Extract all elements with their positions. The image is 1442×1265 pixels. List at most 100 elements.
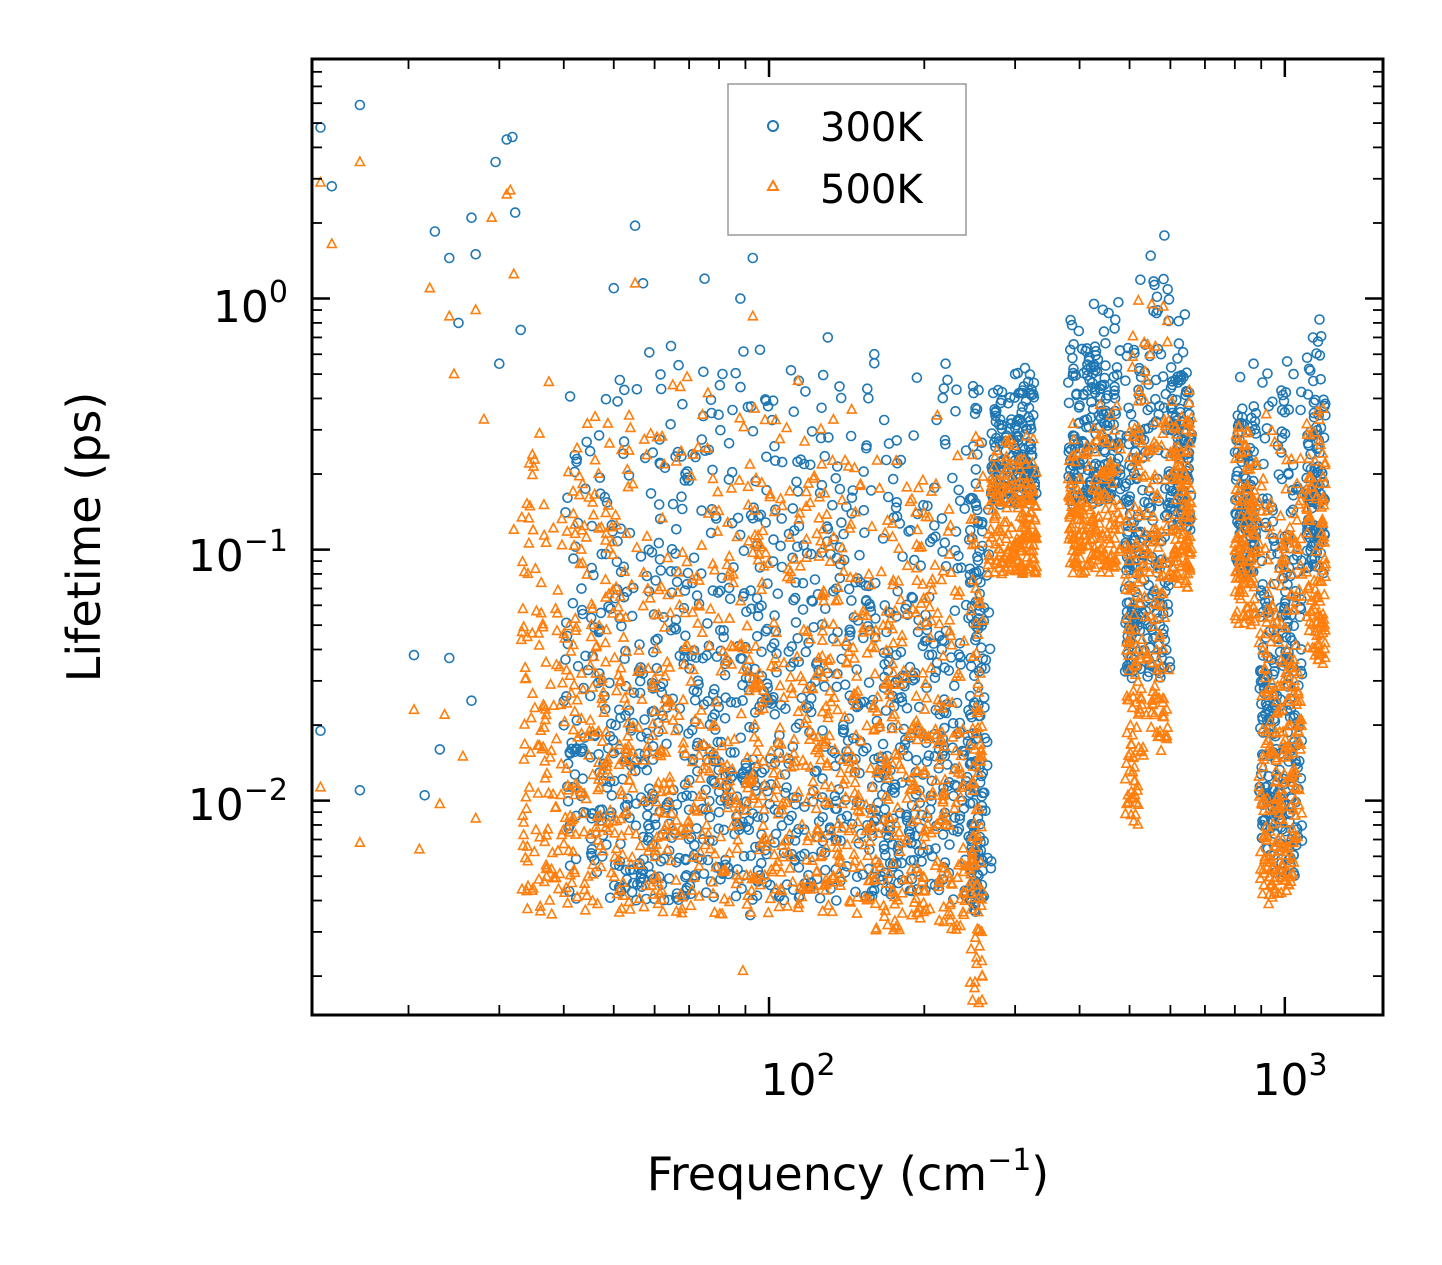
scatter-point-500k-2185 bbox=[1168, 463, 1181, 475]
scatter-point-500k-353 bbox=[753, 703, 765, 715]
scatter-point-500k-1128 bbox=[932, 880, 945, 892]
scatter-point-500k-526 bbox=[704, 602, 717, 614]
scatter-point-500k-949 bbox=[586, 495, 599, 507]
scatter-point-500k-106 bbox=[532, 626, 545, 638]
scatter-point-500k-950 bbox=[642, 844, 655, 856]
scatter-point-500k-74 bbox=[620, 645, 633, 657]
scatter-point-500k-2274 bbox=[1239, 539, 1252, 551]
scatter-point-500k-2071 bbox=[1143, 565, 1156, 577]
scatter-point-500k-1758 bbox=[1085, 533, 1098, 545]
scatter-point-500k-2034 bbox=[1158, 710, 1170, 722]
scatter-point-500k-1442 bbox=[966, 722, 979, 734]
scatter-point-300k-911 bbox=[665, 340, 677, 352]
scatter-point-500k-1064 bbox=[896, 886, 909, 898]
scatter-point-500k-293 bbox=[764, 490, 776, 502]
scatter-point-500k-1362 bbox=[976, 993, 988, 1005]
scatter-point-300k-1149 bbox=[954, 637, 966, 649]
scatter-point-500k-418 bbox=[708, 905, 721, 917]
scatter-point-500k-767 bbox=[679, 640, 691, 652]
scatter-point-500k-667 bbox=[560, 696, 573, 708]
scatter-point-500k-744 bbox=[657, 806, 669, 818]
scatter-point-500k-1077 bbox=[945, 638, 958, 650]
scatter-point-300k-764 bbox=[688, 849, 700, 861]
scatter-point-300k-2536 bbox=[1283, 469, 1294, 480]
scatter-point-500k-17 bbox=[507, 267, 520, 279]
scatter-point-300k-626 bbox=[614, 374, 626, 386]
scatter-point-500k-1284 bbox=[916, 875, 928, 887]
scatter-point-500k-1629 bbox=[983, 498, 996, 510]
scatter-point-500k-2260 bbox=[1243, 462, 1256, 474]
scatter-point-500k-843 bbox=[825, 695, 837, 707]
scatter-point-500k-1018 bbox=[849, 759, 862, 771]
scatter-point-500k-1039 bbox=[592, 833, 604, 845]
scatter-point-500k-784 bbox=[524, 499, 536, 511]
scatter-point-500k-533 bbox=[769, 413, 782, 425]
scatter-point-500k-979 bbox=[661, 551, 674, 563]
scatter-point-300k-1582 bbox=[1011, 431, 1022, 443]
scatter-point-500k-1426 bbox=[972, 765, 985, 777]
scatter-point-500k-1721 bbox=[1075, 494, 1087, 506]
scatter-point-500k-1883 bbox=[1126, 360, 1139, 372]
scatter-point-300k-425 bbox=[577, 773, 589, 785]
scatter-point-500k-1027 bbox=[770, 776, 783, 788]
scatter-point-500k-1206 bbox=[938, 805, 950, 817]
scatter-point-500k-1111 bbox=[919, 903, 932, 915]
scatter-point-500k-315 bbox=[638, 900, 650, 912]
scatter-point-300k-2669 bbox=[1310, 394, 1321, 406]
scatter-point-500k-785 bbox=[696, 625, 709, 637]
scatter-point-500k-898 bbox=[842, 459, 855, 471]
scatter-point-300k-1405 bbox=[977, 855, 989, 867]
scatter-point-500k-994 bbox=[626, 781, 639, 793]
scatter-point-300k-144 bbox=[771, 666, 782, 678]
scatter-point-500k-1636 bbox=[1028, 498, 1041, 510]
scatter-point-500k-1776 bbox=[1088, 483, 1100, 495]
scatter-point-500k-1233 bbox=[877, 899, 890, 911]
scatter-point-500k-746 bbox=[794, 559, 807, 571]
scatter-point-500k-1268 bbox=[910, 800, 922, 812]
scatter-point-500k-2006 bbox=[1140, 373, 1153, 385]
scatter-point-300k-1081 bbox=[951, 384, 962, 396]
scatter-point-500k-2063 bbox=[1151, 663, 1164, 675]
scatter-point-300k-221 bbox=[618, 384, 630, 396]
scatter-point-500k-2043 bbox=[1151, 597, 1164, 609]
scatter-point-500k-1913 bbox=[1124, 718, 1137, 730]
scatter-point-500k-262 bbox=[641, 529, 653, 541]
scatter-point-300k-1571 bbox=[996, 394, 1008, 406]
scatter-point-300k-1212 bbox=[954, 717, 966, 729]
scatter-point-300k-1685 bbox=[1111, 362, 1123, 373]
scatter-point-500k-508 bbox=[723, 611, 736, 623]
scatter-point-500k-117 bbox=[707, 472, 719, 484]
scatter-point-500k-943 bbox=[703, 639, 716, 651]
scatter-point-500k-378 bbox=[594, 814, 607, 826]
scatter-point-500k-1107 bbox=[890, 453, 903, 465]
scatter-point-500k-1068 bbox=[954, 892, 967, 904]
scatter-point-500k-2073 bbox=[1153, 691, 1165, 703]
scatter-point-500k-635 bbox=[837, 777, 850, 789]
scatter-point-500k-1755 bbox=[1105, 493, 1118, 505]
scatter-point-500k-1040 bbox=[767, 758, 780, 770]
scatter-point-300k-554 bbox=[730, 697, 742, 708]
scatter-point-500k-1476 bbox=[989, 537, 1002, 549]
scatter-point-300k-23 bbox=[608, 282, 620, 294]
scatter-point-500k-723 bbox=[550, 800, 562, 812]
scatter-point-500k-757 bbox=[576, 477, 589, 489]
scatter-point-300k-2116 bbox=[1165, 362, 1177, 373]
scatter-point-500k-84 bbox=[767, 616, 780, 628]
scatter-point-500k-719 bbox=[675, 444, 687, 456]
scatter-point-500k-938 bbox=[757, 702, 770, 714]
scatter-point-300k-241 bbox=[806, 426, 818, 437]
scatter-point-500k-1572 bbox=[995, 567, 1008, 579]
scatter-point-300k-892 bbox=[831, 461, 843, 472]
scatter-point-500k-1950 bbox=[1157, 299, 1170, 311]
scatter-point-500k-676 bbox=[793, 512, 805, 524]
scatter-point-500k-644 bbox=[773, 900, 785, 912]
scatter-point-300k-1076 bbox=[977, 767, 989, 779]
scatter-point-500k-1286 bbox=[912, 868, 925, 880]
scatter-point-500k-422 bbox=[551, 624, 563, 636]
scatter-point-500k-753 bbox=[543, 893, 556, 905]
scatter-point-500k-1748 bbox=[1073, 486, 1086, 498]
scatter-point-500k-351 bbox=[800, 499, 813, 511]
scatter-point-500k-1154 bbox=[916, 791, 929, 803]
scatter-point-300k-1588 bbox=[1016, 407, 1028, 418]
scatter-point-300k-349 bbox=[603, 601, 614, 612]
